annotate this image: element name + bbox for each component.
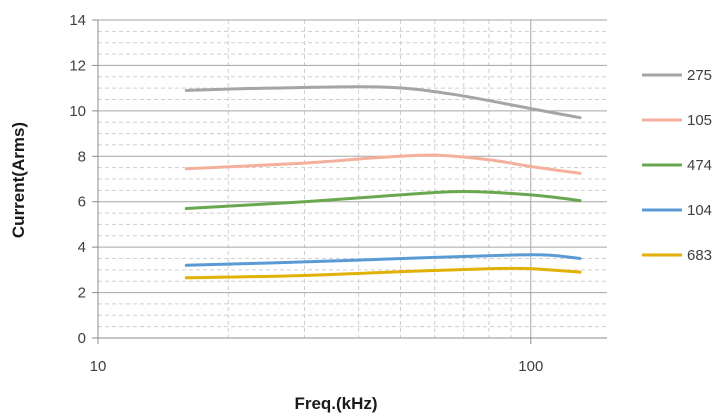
legend-item-683: 683 — [642, 247, 712, 264]
legend-item-275: 275 — [642, 67, 712, 84]
legend-item-474: 474 — [642, 157, 712, 174]
grid — [97, 19, 607, 338]
y-axis-title: Current(Arms) — [9, 122, 28, 238]
x-tick-label: 100 — [518, 358, 543, 375]
legend-item-105: 105 — [642, 112, 712, 129]
y-tick-label: 0 — [78, 330, 86, 347]
y-tick-label: 6 — [78, 194, 86, 211]
series-line-275 — [184, 85, 582, 120]
legend: 275 105 474 104 683 — [642, 67, 712, 264]
legend-label: 275 — [687, 67, 712, 84]
y-tick-label: 14 — [69, 12, 86, 29]
series-line-105 — [184, 153, 582, 175]
y-tick-label: 12 — [69, 57, 86, 74]
tick-labels: 0 2 4 6 8 10 12 14 10 100 — [69, 12, 543, 375]
x-axis-title: Freq.(kHz) — [294, 394, 377, 413]
series-line-104 — [184, 253, 582, 267]
legend-item-104: 104 — [642, 202, 712, 219]
y-tick-label: 4 — [78, 239, 86, 256]
series-line-683 — [184, 266, 582, 280]
x-tick-label: 10 — [90, 358, 107, 375]
legend-label: 104 — [687, 202, 712, 219]
legend-label: 105 — [687, 112, 712, 129]
y-tick-label: 10 — [69, 103, 86, 120]
y-tick-label: 8 — [78, 148, 86, 165]
series-line-474 — [184, 190, 582, 210]
legend-label: 474 — [687, 157, 712, 174]
series-lines — [184, 85, 582, 280]
y-tick-label: 2 — [78, 285, 86, 302]
legend-label: 683 — [687, 247, 712, 264]
axes — [92, 19, 607, 344]
